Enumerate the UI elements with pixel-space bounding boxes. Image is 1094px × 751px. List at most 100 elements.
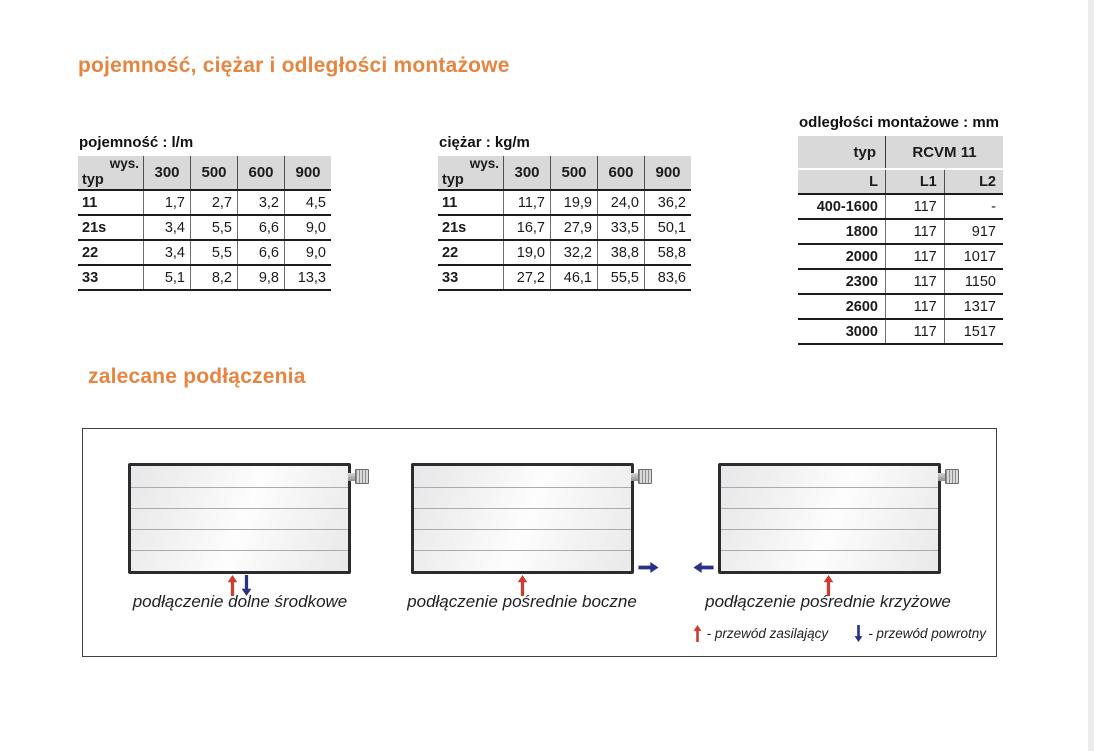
value-cell: 117 (885, 293, 945, 319)
value-cell: 19,0 (503, 239, 551, 265)
typ-header: typ (798, 136, 886, 170)
panel-groove (721, 487, 938, 488)
value-cell: 19,9 (550, 189, 598, 215)
table-row: 22 19,0 32,2 38,8 58,8 (438, 239, 691, 265)
supply-up-arrow-icon (227, 575, 238, 596)
column-header: L1 (885, 169, 945, 194)
value-cell: 6,6 (237, 214, 285, 240)
value-cell: 5,5 (190, 239, 238, 265)
value-cell: 27,9 (550, 214, 598, 240)
section-title: zalecane podłączenia (88, 365, 306, 389)
value-cell: 1517 (943, 318, 1003, 344)
value-cell: 117 (885, 218, 945, 244)
panel-groove (414, 550, 631, 551)
type-cell: 11 (78, 189, 144, 215)
value-cell: 5,5 (190, 214, 238, 240)
length-cell: 2000 (798, 243, 886, 269)
value-cell: 16,7 (503, 214, 551, 240)
table-row: 2300 117 1150 (798, 268, 1003, 294)
table-row: 21s 16,7 27,9 33,5 50,1 (438, 214, 691, 240)
value-cell: 117 (885, 268, 945, 294)
type-cell: 21s (78, 214, 144, 240)
length-cell: 3000 (798, 318, 886, 344)
table-row: 11 11,7 19,9 24,0 36,2 (438, 189, 691, 215)
value-cell: 9,0 (284, 214, 331, 240)
column-header: 900 (644, 156, 691, 190)
radiator (128, 463, 369, 574)
value-cell: 50,1 (644, 214, 691, 240)
panel-groove (414, 508, 631, 509)
connection-label: podłączenie pośrednie krzyżowe (705, 592, 951, 611)
corner-cell: wys. typ (438, 156, 504, 190)
value-cell: 1017 (943, 243, 1003, 269)
type-cell: 21s (438, 214, 504, 240)
model-header: RCVM 11 (885, 136, 1003, 170)
length-cell: 2600 (798, 293, 886, 319)
page-edge-shadow (1088, 0, 1094, 751)
column-header: 500 (550, 156, 598, 190)
length-cell: 2300 (798, 268, 886, 294)
weight-table-section: ciężar : kg/m wys. typ 300 500 600 900 1… (438, 134, 691, 291)
value-cell: - (943, 193, 1003, 219)
connections-diagram: podłączenie dolne środkowe podłączenie p… (82, 428, 997, 657)
table-row: 2000 117 1017 (798, 243, 1003, 269)
table-row: 2600 117 1317 (798, 293, 1003, 319)
value-cell: 9,8 (237, 264, 285, 290)
value-cell: 117 (885, 193, 945, 219)
table-row: 11 1,7 2,7 3,2 4,5 (78, 189, 331, 215)
type-cell: 33 (78, 264, 144, 290)
column-header: 600 (237, 156, 285, 190)
value-cell: 27,2 (503, 264, 551, 290)
value-cell: 4,5 (284, 189, 331, 215)
connection-label: podłączenie dolne środkowe (132, 592, 348, 611)
value-cell: 13,3 (284, 264, 331, 290)
value-cell: 24,0 (597, 189, 645, 215)
panel-groove (131, 487, 348, 488)
value-cell: 5,1 (143, 264, 191, 290)
value-cell: 33,5 (597, 214, 645, 240)
radiator (718, 463, 959, 574)
value-cell: 8,2 (190, 264, 238, 290)
table-row: 33 27,2 46,1 55,5 83,6 (438, 264, 691, 290)
column-header: 500 (190, 156, 238, 190)
legend-item-return: - przewód powrotny (854, 625, 986, 642)
mounting-table: typ RCVM 11 L L1 L2 400-1600 117 - 1800 … (798, 136, 1003, 345)
value-cell: 1,7 (143, 189, 191, 215)
valve-icon (348, 469, 369, 484)
return-right-arrow-icon (638, 562, 659, 573)
panel-groove (721, 529, 938, 530)
value-cell: 36,2 (644, 189, 691, 215)
column-header: 900 (284, 156, 331, 190)
value-cell: 38,8 (597, 239, 645, 265)
table-row: 33 5,1 8,2 9,8 13,3 (78, 264, 331, 290)
column-header: L (798, 169, 886, 194)
supply-up-arrow-icon (823, 575, 834, 596)
value-cell: 117 (885, 243, 945, 269)
value-cell: 3,4 (143, 214, 191, 240)
mounting-table-title: odległości montażowe : mm (799, 114, 1000, 131)
corner-cell: wys. typ (78, 156, 144, 190)
supply-up-arrow-icon (693, 625, 702, 642)
table-header-row: wys. typ 300 500 600 900 (438, 156, 691, 190)
column-header: 300 (503, 156, 551, 190)
corner-wys-label: wys. (109, 156, 139, 171)
table-row: 22 3,4 5,5 6,6 9,0 (78, 239, 331, 265)
type-cell: 22 (438, 239, 504, 265)
value-cell: 117 (885, 318, 945, 344)
value-cell: 917 (943, 218, 1003, 244)
table-row: 400-1600 117 - (798, 193, 1003, 219)
panel-groove (414, 529, 631, 530)
panel-groove (721, 550, 938, 551)
weight-table-title: ciężar : kg/m (439, 134, 530, 151)
value-cell: 9,0 (284, 239, 331, 265)
legend-label: - przewód zasilający (706, 626, 829, 641)
supply-up-arrow-icon (517, 575, 528, 596)
capacity-table-section: pojemność : l/m wys. typ 300 500 600 900… (78, 134, 331, 291)
value-cell: 32,2 (550, 239, 598, 265)
valve-icon (938, 469, 959, 484)
value-cell: 46,1 (550, 264, 598, 290)
page-title: pojemność, ciężar i odległości montażowe (78, 54, 510, 78)
connection-legend: - przewód zasilający - przewód powrotny (693, 625, 986, 642)
length-cell: 400-1600 (798, 193, 886, 219)
valve-icon (631, 469, 652, 484)
